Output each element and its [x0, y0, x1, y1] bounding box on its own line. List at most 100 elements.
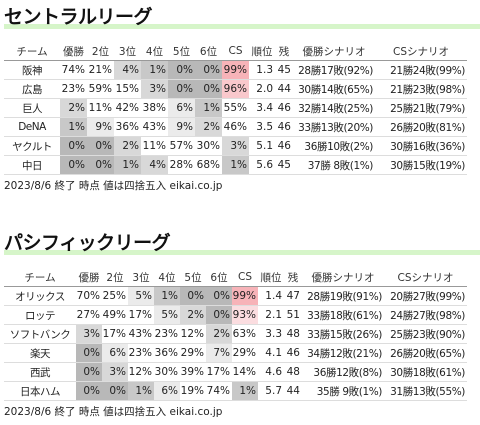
cell: 7%	[206, 343, 232, 363]
cell: 17%	[206, 362, 232, 382]
cell: 31勝13敗(55%)	[384, 381, 467, 401]
column-header: 5位	[168, 42, 195, 61]
cell: 59%	[87, 79, 114, 99]
cell: 36%	[154, 343, 180, 363]
cell: 37勝 8敗(1%)	[293, 155, 375, 175]
cell: 3%	[76, 324, 102, 344]
cell: 5%	[128, 286, 154, 306]
cell: 4%	[114, 60, 141, 80]
cell: 44	[284, 381, 302, 401]
cell: 3%	[141, 79, 168, 99]
team-row: ヤクルト 0% 0% 2% 11% 57% 30% 3% 5.1 46 36勝10敗(2%) 30勝1…	[4, 136, 467, 156]
cell: 30勝14敗(65%)	[293, 79, 375, 99]
cell: 23%	[154, 324, 180, 344]
cell: 1%	[195, 98, 222, 118]
cell: 30%	[154, 362, 180, 382]
standings-table: チーム 優勝 2位 3位 4位 5位 6位 CS 順位残優勝シナリオ CSシナリオ 阪神 74% 21%…	[4, 42, 467, 175]
team-name: ヤクルト	[4, 136, 60, 156]
standings-table: チーム 優勝 2位 3位 4位 5位 6位 CS 順位残優勝シナリオ CSシナリオ オリックス 70%…	[4, 268, 467, 401]
cell: 2%	[114, 136, 141, 156]
cell: 46	[275, 136, 293, 156]
footer-note: 2023/8/6 終了 時点 値は四捨五入 eikai.co.jp	[4, 406, 223, 418]
team-name: 楽天	[4, 343, 76, 363]
column-header: 優勝	[60, 42, 87, 61]
cell: 0%	[206, 286, 232, 306]
cell: 0%	[195, 79, 222, 99]
cell: 0%	[60, 155, 87, 175]
title-bar	[4, 24, 480, 29]
footer-note: 2023/8/6 終了 時点 値は四捨五入 eikai.co.jp	[4, 180, 223, 192]
cell: 4.1	[258, 343, 284, 363]
team-row: 中日 0% 0% 1% 4% 28% 68% 1% 5.6 45 37勝 8敗(1%) 30勝15敗(…	[4, 155, 467, 175]
cell: 21%	[87, 60, 114, 80]
cell: 25勝21敗(79%)	[375, 98, 467, 118]
team-name: 阪神	[4, 60, 60, 80]
cell: 47	[284, 286, 302, 306]
column-header: 2位	[87, 42, 114, 61]
cell: 5.6	[249, 155, 275, 175]
cell: 39%	[180, 362, 206, 382]
column-header: 残	[284, 268, 302, 287]
cell: 1%	[232, 381, 258, 401]
header-row: チーム 優勝 2位 3位 4位 5位 6位 CS 順位残優勝シナリオ CSシナリオ	[4, 42, 467, 61]
team-row: オリックス 70% 25% 5% 1% 0% 0% 99% 1.4 47 28勝19敗(91%) 20…	[4, 286, 467, 306]
team-name: 広島	[4, 79, 60, 99]
cell: 36勝10敗(2%)	[293, 136, 375, 156]
cell: 14%	[232, 362, 258, 382]
league-title: セントラルリーグ	[4, 6, 153, 28]
column-header: 4位	[154, 268, 180, 287]
cell: 19%	[180, 381, 206, 401]
column-header: 3位	[114, 42, 141, 61]
cell: 1.4	[258, 286, 284, 306]
cell: 48	[284, 324, 302, 344]
cell: 0%	[76, 381, 102, 401]
cell: 96%	[222, 79, 249, 99]
cell: 2%	[60, 98, 87, 118]
cell: 70%	[76, 286, 102, 306]
team-name: ロッテ	[4, 305, 76, 325]
cell: 74%	[206, 381, 232, 401]
cell: 0%	[195, 60, 222, 80]
header-row: チーム 優勝 2位 3位 4位 5位 6位 CS 順位残優勝シナリオ CSシナリオ	[4, 268, 467, 287]
cell: 93%	[232, 305, 258, 325]
column-header: CS	[232, 268, 258, 287]
cell: 0%	[168, 60, 195, 80]
cell: 5.7	[258, 381, 284, 401]
cell: 0%	[60, 136, 87, 156]
cell: 99%	[222, 60, 249, 80]
column-header: CS	[222, 42, 249, 61]
cell: 12%	[128, 362, 154, 382]
cell: 43%	[141, 117, 168, 137]
cell: 29%	[232, 343, 258, 363]
team-row: 西武 0% 3% 12% 30% 39% 17% 14% 4.6 48 36勝12敗(8%) 30勝1…	[4, 362, 467, 382]
cell: 17%	[102, 324, 128, 344]
team-row: 阪神 74% 21% 4% 1% 0% 0% 99% 1.3 45 28勝17敗(92%) 21勝24…	[4, 60, 467, 80]
cell: 46	[284, 343, 302, 363]
cell: 24勝27敗(98%)	[384, 305, 467, 325]
cell: 15%	[114, 79, 141, 99]
cell: 2%	[206, 324, 232, 344]
cell: 0%	[206, 305, 232, 325]
cell: 1%	[114, 155, 141, 175]
column-header: 優勝	[76, 268, 102, 287]
column-header: 順位	[249, 42, 275, 61]
cell: 46%	[222, 117, 249, 137]
cell: 23%	[60, 79, 87, 99]
column-header: 順位	[258, 268, 284, 287]
team-row: 広島 23% 59% 15% 3% 0% 0% 96% 2.0 44 30勝14敗(65%) 21勝2…	[4, 79, 467, 99]
cell: 33勝13敗(20%)	[293, 117, 375, 137]
title-row: セントラルリーグ	[0, 2, 480, 32]
cell: 3.5	[249, 117, 275, 137]
cell: 27%	[76, 305, 102, 325]
cell: 45	[275, 155, 293, 175]
title-bar	[4, 250, 480, 255]
cell: 1%	[141, 60, 168, 80]
cell: 1%	[60, 117, 87, 137]
cell: 4%	[141, 155, 168, 175]
cell: 6%	[102, 343, 128, 363]
cell: 5.1	[249, 136, 275, 156]
column-header: 5位	[180, 268, 206, 287]
cell: 4.6	[258, 362, 284, 382]
team-name: 日本ハム	[4, 381, 76, 401]
cell: 30勝16敗(36%)	[375, 136, 467, 156]
